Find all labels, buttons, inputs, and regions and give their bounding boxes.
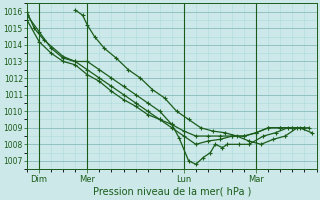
X-axis label: Pression niveau de la mer( hPa ): Pression niveau de la mer( hPa ) [92,187,251,197]
